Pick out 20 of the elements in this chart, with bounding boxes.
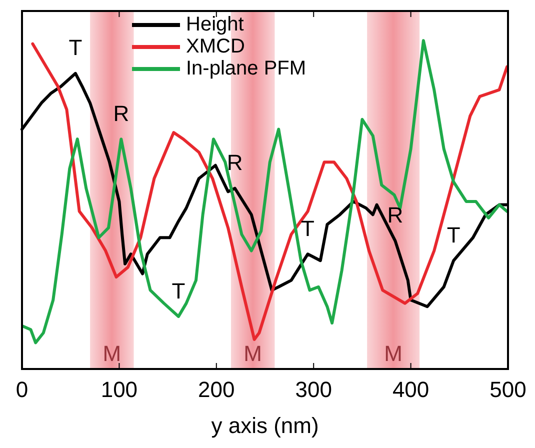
x-tick-label: 300 (295, 377, 332, 402)
band-label: M (384, 341, 402, 366)
band-label: M (244, 341, 262, 366)
annotation: R (387, 202, 404, 228)
annotation: T (172, 278, 186, 304)
legend-label: Height (186, 13, 244, 36)
legend-label: XMCD (186, 35, 245, 58)
annotation: R (113, 100, 130, 126)
x-axis-title: y axis (nm) (211, 413, 319, 438)
x-tick-label: 400 (392, 377, 430, 402)
annotation: T (446, 222, 460, 248)
annotation: R (226, 150, 243, 176)
annotation: T (301, 216, 314, 241)
band-label: M (102, 341, 122, 366)
legend-label: In-plane PFM (186, 57, 306, 80)
x-tick-label: 0 (16, 377, 28, 402)
x-tick-label: 500 (490, 377, 526, 402)
x-tick-label: 100 (100, 377, 138, 402)
annotation: T (68, 35, 82, 60)
x-tick-label: 200 (198, 377, 235, 402)
